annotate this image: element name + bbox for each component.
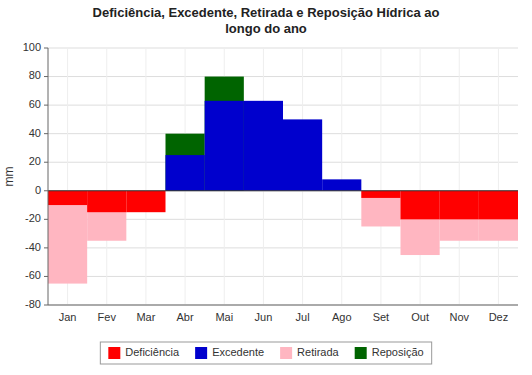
y-tick-label: 0 — [35, 184, 41, 196]
legend: Deficiência Excedente Retirada Reposição — [100, 342, 431, 364]
title-line: Deficiência, Excedente, Retirada e Repos… — [93, 5, 440, 20]
bar — [479, 191, 518, 220]
grid-line-x — [341, 48, 342, 305]
chart: -80 -60 -40 -20 0 20 40 60 80 100 Jan Fev Mar Abr Mai J… — [0, 0, 532, 375]
y-tick — [44, 162, 48, 163]
y-axis-line — [48, 48, 49, 305]
x-tick-label: Mai — [215, 311, 233, 323]
grid-line-y — [48, 190, 518, 191]
bar — [283, 119, 322, 190]
y-tick-label: 80 — [29, 69, 41, 81]
y-tick — [44, 190, 48, 191]
bar — [48, 191, 87, 205]
bar — [361, 191, 400, 227]
bar — [440, 191, 479, 220]
legend-swatch — [195, 347, 207, 359]
legend-swatch — [280, 347, 292, 359]
y-tick-label: -80 — [25, 298, 41, 310]
bar — [401, 191, 440, 255]
grid-line-y — [48, 276, 518, 277]
bar — [48, 191, 87, 284]
grid-line-x — [106, 48, 107, 305]
x-tick-label: Nov — [449, 311, 469, 323]
x-tick-label: Set — [373, 311, 390, 323]
title: Deficiência, Excedente, Retirada e Repos… — [93, 5, 440, 36]
y-tick-label: -20 — [25, 212, 41, 224]
x-tick-label: Abr — [177, 311, 194, 323]
y-tick-label: -60 — [25, 269, 41, 281]
y-tick-label: 100 — [23, 41, 41, 53]
y-axis-label: mm — [2, 167, 16, 187]
x-tick-label: Fev — [98, 311, 117, 323]
series-bars — [166, 101, 362, 191]
bar — [244, 101, 283, 191]
zero-line — [48, 190, 518, 191]
legend-swatch — [108, 347, 120, 359]
grid-line-y — [48, 305, 518, 306]
bars — [48, 77, 518, 284]
y-tick-label: 60 — [29, 98, 41, 110]
y-tick — [44, 219, 48, 220]
y-tick — [44, 133, 48, 134]
bar — [205, 101, 244, 191]
plot-area — [48, 48, 518, 305]
y-tick — [44, 105, 48, 106]
series-bars — [48, 191, 518, 284]
legend-label: Excedente — [212, 346, 264, 358]
bar — [87, 191, 126, 241]
x-tick-label: Dez — [489, 311, 509, 323]
y-tick — [44, 276, 48, 277]
bar — [322, 179, 361, 190]
x-tick-label: Jul — [296, 311, 310, 323]
bar — [166, 134, 205, 191]
bar — [479, 191, 518, 241]
bar — [205, 77, 244, 191]
grid-line-x — [498, 48, 499, 305]
grid-line-y — [48, 48, 518, 49]
bar — [401, 191, 440, 220]
series-bars — [48, 191, 518, 220]
bar — [361, 191, 400, 198]
x-tick-label: Ago — [332, 311, 352, 323]
y-tick-label: 20 — [29, 155, 41, 167]
series-bars — [166, 77, 244, 191]
y-tick — [44, 76, 48, 77]
legend-swatch — [355, 347, 367, 359]
x-axis-line — [48, 305, 518, 306]
x-tick-label: Mar — [136, 311, 155, 323]
bar — [126, 191, 165, 212]
grid-line-y — [48, 76, 518, 77]
bar — [166, 155, 205, 191]
grid-line-y — [48, 247, 518, 248]
grid-line-x — [380, 48, 381, 305]
legend-label: Deficiência — [125, 346, 180, 358]
legend-label: Reposição — [372, 346, 424, 358]
y-tick-label: 40 — [29, 127, 41, 139]
y-tick — [44, 48, 48, 49]
title-line: longo do ano — [225, 21, 307, 36]
grid-line-x — [459, 48, 460, 305]
bar — [87, 191, 126, 212]
bar — [440, 191, 479, 241]
x-tick-label: Jan — [59, 311, 77, 323]
x-tick-label: Jun — [255, 311, 273, 323]
x-tick-label: Out — [411, 311, 429, 323]
grid-line-x — [420, 48, 421, 305]
y-tick — [44, 305, 48, 306]
legend-box — [100, 342, 431, 364]
y-tick-label: -40 — [25, 241, 41, 253]
y-tick — [44, 247, 48, 248]
grid — [48, 48, 518, 305]
grid-line-x — [145, 48, 146, 305]
legend-label: Retirada — [297, 346, 339, 358]
